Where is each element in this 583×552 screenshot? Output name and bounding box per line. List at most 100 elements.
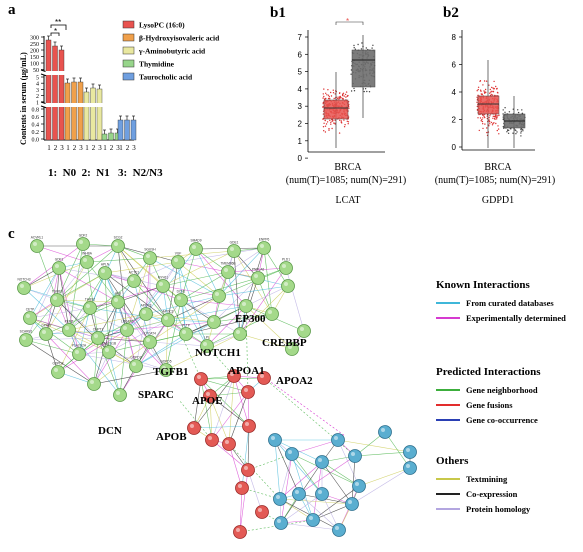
- point: [502, 117, 504, 119]
- network-node-green: [120, 323, 134, 337]
- point: [325, 97, 327, 100]
- point: [491, 90, 493, 93]
- edge: [291, 453, 323, 495]
- point: [494, 114, 497, 116]
- panel-a-group-tick: 3: [132, 144, 136, 152]
- panel-c-edges: [23, 243, 411, 533]
- network-node-green: [143, 335, 157, 349]
- edge: [167, 319, 215, 323]
- legend-entry: Taurocholic acid: [139, 73, 193, 82]
- edge: [227, 247, 265, 273]
- edge: [267, 379, 346, 437]
- bar: [117, 119, 124, 141]
- panel-a-tick: 3: [36, 88, 39, 94]
- edge: [245, 285, 289, 307]
- edge: [193, 425, 250, 429]
- edge: [211, 439, 249, 471]
- network-node-green: [233, 327, 247, 341]
- point: [332, 89, 334, 91]
- network-node-blue: [352, 479, 366, 493]
- edge: [36, 245, 58, 301]
- network-node-green: [17, 281, 31, 295]
- edge: [274, 439, 300, 495]
- network-node-blue: [274, 516, 288, 530]
- node-small-label: APOC2: [163, 310, 174, 314]
- point: [493, 80, 495, 83]
- edge: [247, 453, 293, 471]
- point: [522, 128, 524, 131]
- network-node-blue: [332, 523, 346, 537]
- point: [515, 129, 517, 132]
- panel-a-tick: 2: [36, 94, 39, 100]
- point: [348, 103, 350, 106]
- point: [491, 86, 493, 89]
- point: [339, 96, 342, 98]
- point: [486, 115, 488, 117]
- panel-a-tick: 200: [30, 49, 39, 55]
- edge: [86, 257, 151, 263]
- edge: [263, 247, 289, 287]
- edge: [126, 329, 167, 371]
- network-node-green: [50, 293, 64, 307]
- point: [345, 91, 348, 93]
- bar: [124, 119, 130, 141]
- edge: [247, 469, 263, 513]
- network-node-green: [156, 279, 170, 293]
- edge: [23, 287, 70, 331]
- point: [502, 109, 504, 111]
- edge: [56, 243, 84, 301]
- panel-a-tick: 0.4: [32, 123, 40, 129]
- network-node-green: [239, 299, 253, 313]
- edge: [135, 313, 147, 367]
- bar: [108, 132, 114, 141]
- point: [326, 94, 328, 96]
- panel-a-group-tick: 3: [79, 144, 83, 152]
- node-small-label: LPL: [204, 336, 210, 340]
- node-small-label: SCG2: [114, 236, 123, 240]
- point: [493, 115, 496, 118]
- node-small-label: SGUSH: [144, 248, 156, 252]
- network-node-red: [235, 481, 249, 495]
- node-label: NOTCH1: [195, 347, 241, 359]
- panel-a-tick: 100: [30, 62, 39, 68]
- node-small-label: GDPD2: [53, 362, 64, 366]
- point: [477, 117, 479, 119]
- point: [520, 130, 522, 132]
- edge: [354, 451, 411, 457]
- panel-a-group-tick: 2: [54, 144, 58, 152]
- edge: [58, 267, 70, 331]
- bar: [58, 49, 65, 141]
- point: [339, 119, 341, 122]
- bar: [96, 88, 103, 141]
- panel-b1-ticks: 7 6 5 4 3 2 1 0: [298, 33, 308, 163]
- network-node-green: [80, 255, 94, 269]
- node-small-label: ACTC1: [129, 271, 140, 275]
- node-small-label: ALB: [115, 292, 121, 296]
- point: [350, 90, 353, 92]
- network-node-green: [265, 307, 279, 321]
- panel-a-tick: 0.6: [32, 115, 40, 121]
- point: [328, 129, 330, 131]
- edge: [321, 461, 353, 505]
- network-node-green: [72, 347, 86, 361]
- node-label: APOA2: [276, 375, 313, 387]
- point: [517, 111, 520, 114]
- edge: [108, 351, 121, 396]
- point: [344, 93, 347, 96]
- point: [322, 126, 325, 128]
- point: [324, 125, 327, 127]
- network-node-red: [233, 525, 247, 539]
- edge: [104, 272, 151, 343]
- edge: [45, 333, 95, 385]
- legend-entry: LysoPC (16:0): [139, 21, 185, 30]
- point: [495, 88, 498, 90]
- node-small-label: PLD1: [282, 258, 290, 262]
- edge: [312, 503, 353, 521]
- legend-entry: β-Hydroxyisovaleric acid: [139, 34, 220, 43]
- edge: [58, 267, 119, 303]
- edge: [165, 319, 169, 371]
- edge: [180, 299, 208, 347]
- edge: [145, 248, 197, 315]
- panel-b2-tick: 0: [452, 143, 457, 152]
- edge: [104, 272, 169, 321]
